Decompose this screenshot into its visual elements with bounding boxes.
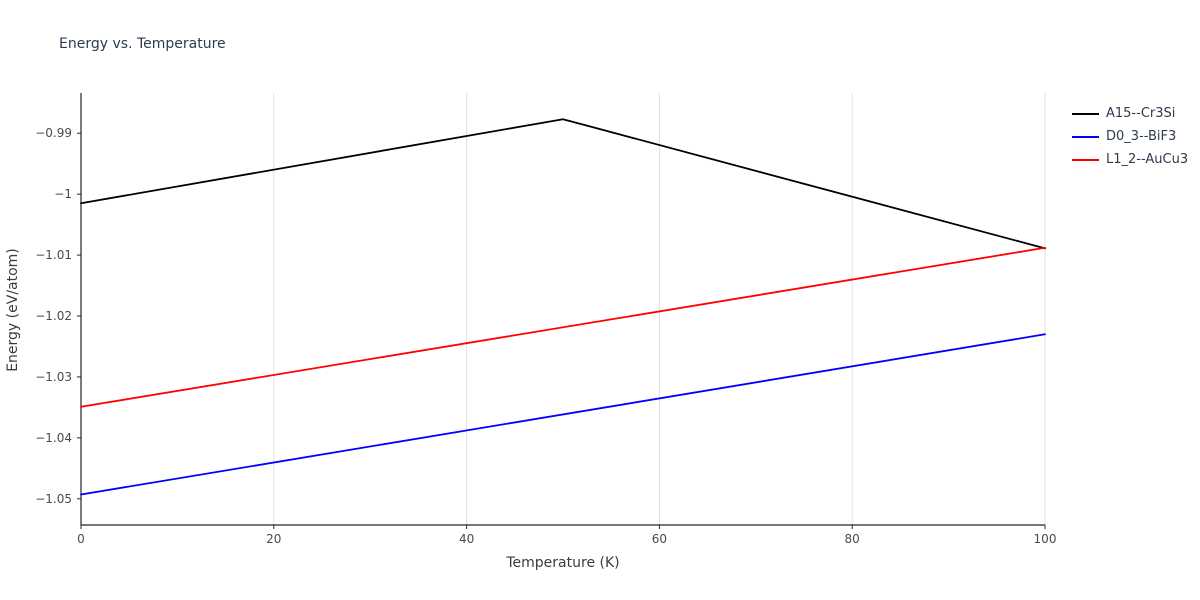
x-tick-label: 0 [77,532,85,546]
legend-label: A15--Cr3Si [1106,106,1176,121]
legend-line-swatch [1072,158,1099,161]
y-tick-label: −1.05 [35,492,72,506]
x-tick-label: 40 [459,532,474,546]
x-axis-label: Temperature (K) [506,555,620,571]
y-tick-label: −1 [54,187,72,201]
legend-label: L1_2--AuCu3 [1106,152,1189,167]
legend-item: D0_3--BiF3 [1072,128,1188,145]
y-tick-label: −1.03 [35,370,72,384]
legend: A15--Cr3Si D0_3--BiF3 L1_2--AuCu3 [1072,105,1188,168]
chart-title: Energy vs. Temperature [59,36,226,52]
legend-line-swatch [1072,135,1099,138]
x-tick-label: 80 [845,532,860,546]
series-line-D0_3--BiF3 [80,333,1046,496]
y-tick-label: −1.02 [35,309,72,323]
series-line-L1_2--AuCu3 [80,246,1046,408]
x-tick-label: 20 [266,532,281,546]
y-axis-label: Energy (eV/atom) [5,248,21,372]
legend-label: D0_3--BiF3 [1106,129,1177,144]
legend-item: L1_2--AuCu3 [1072,151,1188,168]
y-tick-label: −0.99 [35,126,72,140]
y-tick-label: −1.01 [35,248,72,262]
legend-item: A15--Cr3Si [1072,105,1188,122]
y-tick-label: −1.04 [35,431,72,445]
x-tick-label: 60 [652,532,667,546]
series-line-A15--Cr3Si [80,118,1046,250]
legend-line-swatch [1072,112,1099,115]
x-tick-label: 100 [1034,532,1057,546]
